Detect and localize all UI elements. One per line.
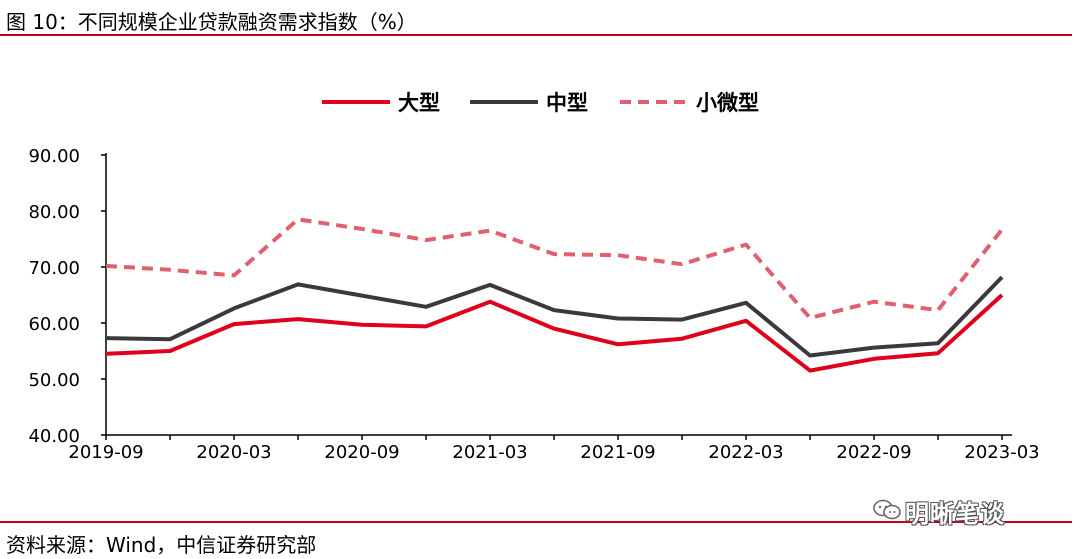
y-tick-label: 80.00 <box>28 202 80 223</box>
x-tick-label: 2019-09 <box>68 442 143 463</box>
axes: 40.00 50.00 60.00 70.00 80.00 90.00 2019-09 202… <box>28 146 1039 463</box>
series-line-3 <box>105 217 1004 320</box>
legend-label: 大型 <box>398 91 440 115</box>
figure-title: 图 10：不同规模企业贷款融资需求指数（%） <box>6 10 417 34</box>
x-tick-label: 2020-09 <box>324 442 399 463</box>
x-tick-label: 2020-03 <box>196 442 271 463</box>
x-tick-label: 2022-03 <box>708 442 783 463</box>
legend: 大型 中型 小微型 <box>322 91 759 115</box>
x-tick-label: 2021-09 <box>580 442 655 463</box>
series-lines <box>105 217 1004 373</box>
y-tick-label: 40.00 <box>28 426 80 447</box>
top-rule <box>0 34 1072 36</box>
x-tick-label: 2023-03 <box>964 442 1039 463</box>
series-line-2 <box>105 275 1004 358</box>
legend-label: 中型 <box>546 91 588 115</box>
x-tick-label: 2021-03 <box>452 442 527 463</box>
y-tick-label: 50.00 <box>28 370 80 391</box>
x-tick-label: 2022-09 <box>836 442 911 463</box>
legend-label: 小微型 <box>696 91 759 115</box>
line-chart: 大型 中型 小微型 40.00 50.00 60.00 70.00 80.00 90.00 20… <box>28 91 1039 463</box>
bottom-rule <box>0 521 1072 523</box>
chat-bubble-icon <box>873 499 901 520</box>
y-tick-label: 70.00 <box>28 258 80 279</box>
watermark-text: 明晰笔谈 <box>905 500 1005 528</box>
y-tick-label: 60.00 <box>28 314 80 335</box>
source-note: 资料来源：Wind，中信证券研究部 <box>6 533 317 557</box>
y-tick-label: 90.00 <box>28 146 80 167</box>
